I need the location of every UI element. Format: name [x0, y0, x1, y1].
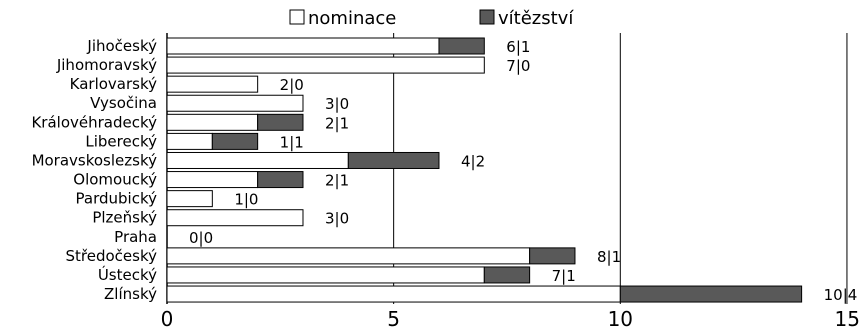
category-label: Jihočeský	[86, 37, 157, 55]
bar-vitezstvi	[529, 247, 576, 265]
category-label: Vysočina	[90, 94, 157, 112]
data-label: 6|1	[506, 38, 530, 56]
data-label: 2|0	[280, 76, 304, 94]
category-label: Královéhradecký	[31, 113, 157, 131]
data-label: 1|1	[280, 133, 304, 151]
category-label: Praha	[114, 228, 157, 246]
data-label: 2|1	[325, 114, 349, 132]
bar-nominace	[166, 266, 485, 284]
data-label: 0|0	[189, 229, 213, 247]
bar-vitezstvi	[347, 151, 440, 169]
bar-nominace	[166, 190, 213, 208]
x-tick-labels: 0 5 10 15	[161, 307, 860, 330]
category-label: Pardubický	[76, 190, 158, 208]
legend-swatch-vitezstvi	[479, 9, 495, 25]
bar-vitezstvi	[438, 37, 485, 55]
data-label: 2|1	[325, 172, 349, 190]
x-tick-label: 15	[835, 307, 860, 330]
category-label: Olomoucký	[73, 171, 157, 189]
legend-label-nominace: nominace	[308, 8, 396, 29]
bar-nominace	[166, 171, 259, 189]
bar-vitezstvi	[257, 171, 304, 189]
category-label: Jihomoravský	[56, 56, 157, 74]
bar-nominace	[166, 37, 440, 55]
legend-swatch-nominace	[289, 9, 305, 25]
bar-vitezstvi	[483, 266, 531, 284]
bar-nominace	[166, 247, 531, 265]
data-label: 1|0	[234, 191, 258, 209]
bar-nominace	[166, 209, 304, 227]
bar-vitezstvi	[619, 285, 803, 303]
data-labels: 6|17|02|03|02|11|14|22|11|03|00|08|17|11…	[189, 38, 857, 304]
bar-vitezstvi	[257, 113, 304, 131]
bar-nominace	[166, 56, 485, 74]
x-tick-label: 10	[608, 307, 633, 330]
bar-nominace	[166, 285, 621, 303]
data-label: 3|0	[325, 210, 349, 228]
category-label: Plzeňský	[92, 209, 157, 227]
bar-nominace	[166, 132, 213, 150]
data-label: 8|1	[597, 248, 621, 266]
category-label: Zlínský	[104, 285, 157, 303]
data-label: 10|4	[824, 286, 858, 304]
data-label: 7|0	[506, 57, 530, 75]
bar-nominace	[166, 75, 259, 93]
category-label: Liberecký	[85, 132, 157, 150]
bar-nominace	[166, 151, 349, 169]
legend: nominace vítězství	[289, 8, 574, 29]
data-label: 3|0	[325, 95, 349, 113]
data-label: 7|1	[552, 267, 576, 285]
data-label: 4|2	[461, 152, 485, 170]
category-label: Karlovarský	[70, 75, 157, 93]
category-label: Ústecký	[98, 265, 157, 284]
bar-nominace	[166, 113, 259, 131]
bar-nominace	[166, 94, 304, 112]
bar-vitezstvi	[211, 132, 259, 150]
category-label: Moravskoslezský	[32, 151, 158, 169]
category-labels: JihočeskýJihomoravskýKarlovarskýVysočina…	[31, 37, 157, 303]
x-tick-label: 5	[387, 307, 400, 330]
x-tick-label: 0	[161, 307, 174, 330]
bars	[166, 37, 803, 303]
category-label: Středočeský	[66, 247, 158, 265]
legend-label-vitezstvi: vítězství	[498, 8, 574, 29]
